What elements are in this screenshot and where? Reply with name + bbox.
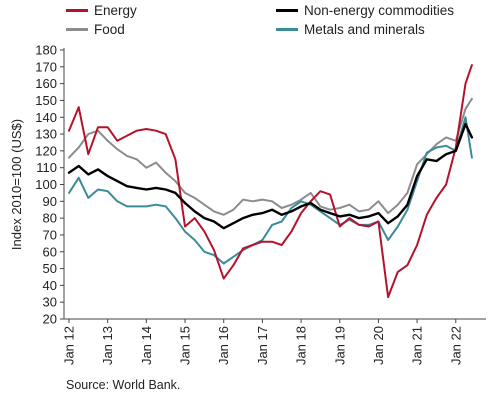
y-axis-label: Index 2010=100 (US$)	[9, 119, 24, 250]
legend-swatch-metals	[276, 28, 298, 31]
y-tick-label: 140	[35, 110, 57, 125]
series-line-non-energy-commodities	[67, 122, 474, 230]
y-tick-label: 150	[35, 93, 57, 108]
y-tick-label: 90	[43, 194, 57, 209]
x-tick-label: Jan 14	[139, 326, 154, 365]
x-tick-label: Jan 21	[410, 326, 425, 365]
legend-label-metals: Metals and minerals	[304, 22, 425, 37]
y-tick-label: 20	[43, 312, 57, 327]
x-tick-label: Jan 13	[100, 326, 115, 365]
x-tick-label: Jan 17	[255, 326, 270, 365]
y-tick-label: 170	[35, 59, 57, 74]
legend-item-food: Food	[66, 22, 125, 37]
y-tick-label: 30	[43, 295, 57, 310]
legend-item-non-energy: Non-energy commodities	[276, 3, 454, 18]
y-tick-label: 110	[36, 160, 57, 175]
y-tick-label: 80	[43, 211, 57, 226]
legend-swatch-food	[66, 28, 88, 31]
y-tick-label: 160	[35, 76, 57, 91]
y-tick-label: 120	[35, 143, 57, 158]
y-tick-label: 100	[35, 177, 57, 192]
y-tick-label: 40	[43, 278, 57, 293]
x-tick-label: Jan 12	[62, 326, 77, 365]
legend-item-energy: Energy	[66, 3, 137, 18]
source-note: Source: World Bank.	[66, 378, 181, 392]
series-line-food	[68, 97, 473, 216]
y-tick-label: 130	[35, 127, 57, 142]
x-tick-label: Jan 15	[178, 326, 193, 365]
series-line-metals-and-minerals	[68, 116, 473, 265]
y-tick-label: 60	[43, 244, 57, 259]
x-tick-label: Jan 20	[371, 326, 386, 365]
x-tick-label: Jan 22	[448, 326, 463, 365]
legend-label-energy: Energy	[94, 3, 137, 18]
legend-label-food: Food	[94, 22, 125, 37]
legend-swatch-energy	[66, 9, 88, 12]
legend-swatch-non-energy	[276, 9, 298, 12]
series-line-energy	[68, 64, 473, 299]
axes	[63, 48, 486, 320]
y-tick-label: 180	[35, 43, 57, 58]
y-tick-label: 50	[43, 261, 57, 276]
x-tick-label: Jan 16	[216, 326, 231, 365]
y-tick-label: 70	[43, 227, 57, 242]
legend-label-non-energy: Non-energy commodities	[304, 3, 455, 18]
legend-item-metals: Metals and minerals	[276, 22, 425, 37]
x-tick-label: Jan 19	[332, 326, 347, 365]
x-tick-label: Jan 18	[294, 326, 309, 365]
